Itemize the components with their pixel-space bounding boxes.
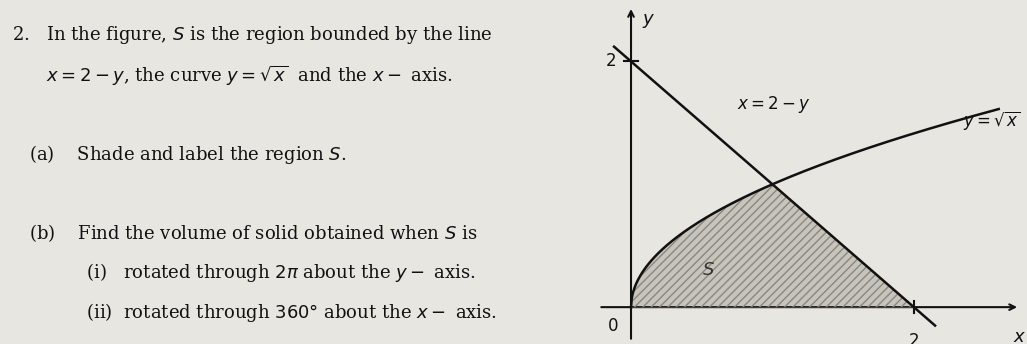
Polygon shape [631,184,914,307]
Text: 2: 2 [606,52,617,71]
Text: $x$: $x$ [1014,328,1027,344]
Text: (a)    Shade and label the region $S$.: (a) Shade and label the region $S$. [12,143,346,166]
Text: 0: 0 [607,316,618,335]
Text: $y$: $y$ [642,12,655,30]
Text: (i)   rotated through $2\pi$ about the $y-$ axis.: (i) rotated through $2\pi$ about the $y-… [12,261,476,284]
Text: (b)    Find the volume of solid obtained when $S$ is: (b) Find the volume of solid obtained wh… [12,222,478,244]
Text: 2.   In the figure, $S$ is the region bounded by the line: 2. In the figure, $S$ is the region boun… [12,24,492,46]
Text: 2: 2 [909,332,919,344]
Text: $x=2-y$: $x=2-y$ [737,94,810,115]
Text: $x=2-y$, the curve $y=\sqrt{x}$  and the $x-$ axis.: $x=2-y$, the curve $y=\sqrt{x}$ and the … [12,64,453,88]
Text: $y=\sqrt{x}$: $y=\sqrt{x}$ [963,109,1021,132]
Text: (ii)  rotated through $360°$ about the $x-$ axis.: (ii) rotated through $360°$ about the $x… [12,301,497,324]
Text: $S$: $S$ [702,261,715,279]
